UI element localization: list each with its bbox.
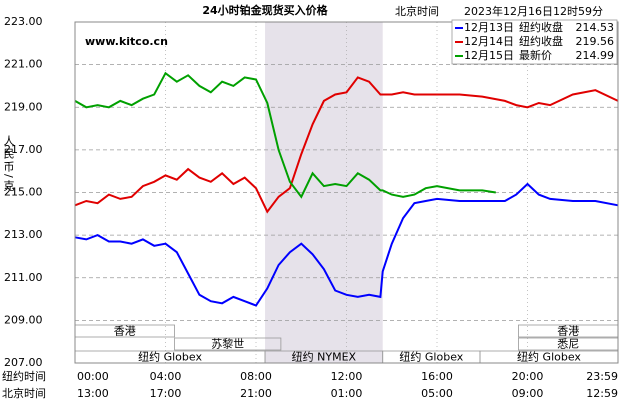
legend-name: 12月15日 (464, 49, 514, 62)
x-tick-label: 00:00 (77, 370, 109, 383)
legend-value: 219.56 (576, 35, 615, 48)
x2-tick-label: 13:00 (77, 387, 109, 400)
x2-tick-label: 09:00 (512, 387, 544, 400)
legend-label: 纽约收盘 (519, 34, 563, 48)
x-tick-label: 08:00 (240, 370, 272, 383)
x-row-label: 纽约时间 (2, 369, 46, 383)
chart-date: 2023年12月16日12时59分 (464, 4, 603, 18)
watermark: www.kitco.cn (85, 35, 168, 48)
x-tick-label: 16:00 (421, 370, 453, 383)
plot-frame (74, 21, 619, 364)
session-label: 香港 (114, 325, 136, 338)
y-tick-label: 215.00 (4, 186, 43, 199)
x-tick-label: 12:00 (331, 370, 363, 383)
x2-tick-label: 21:00 (240, 387, 272, 400)
x-tick-label: 04:00 (150, 370, 182, 383)
session-label: 苏黎世 (211, 337, 244, 351)
y-tick-label: 211.00 (4, 271, 43, 284)
chart-title: 24小时铂金现货买入价格 (202, 3, 328, 17)
price-line (74, 71, 496, 199)
time-zone: 北京时间 (395, 4, 439, 18)
legend-box (451, 19, 618, 65)
x2-tick-label: 17:00 (150, 387, 182, 400)
legend-value: 214.99 (576, 49, 615, 62)
x2-tick-label: 01:00 (331, 387, 363, 400)
y-tick-label: 221.00 (4, 58, 43, 71)
y-tick-label: 213.00 (4, 228, 43, 241)
legend-label: 纽约收盘 (519, 20, 563, 34)
session-label: 纽约 Globex (517, 350, 581, 364)
session-label: 香港 (557, 325, 579, 338)
session-label: 纽约 NYMEX (292, 350, 357, 364)
legend-value: 214.53 (576, 21, 615, 34)
x2-tick-label: 05:00 (421, 387, 453, 400)
session-label: 悉尼 (557, 338, 579, 351)
legend-label: 最新价 (519, 48, 552, 62)
y-tick-label: 217.00 (4, 143, 43, 156)
session-label: 纽约 Globex (138, 350, 202, 364)
y-axis-label: 人民币/克 (2, 135, 15, 193)
x-row-label: 北京时间 (2, 386, 46, 400)
y-tick-label: 223.00 (4, 15, 43, 28)
session-box (174, 337, 282, 351)
x-tick-label: 20:00 (512, 370, 544, 383)
x2-tick-label: 12:59 (586, 387, 618, 400)
legend-name: 12月13日 (464, 21, 514, 34)
price-line (74, 76, 619, 214)
y-tick-label: 207.00 (4, 356, 43, 369)
y-tick-label: 209.00 (4, 313, 43, 326)
legend-name: 12月14日 (464, 35, 514, 48)
price-line (74, 182, 619, 307)
y-tick-label: 219.00 (4, 100, 43, 113)
x-tick-label: 23:59 (586, 370, 618, 383)
session-label: 纽约 Globex (399, 350, 463, 364)
